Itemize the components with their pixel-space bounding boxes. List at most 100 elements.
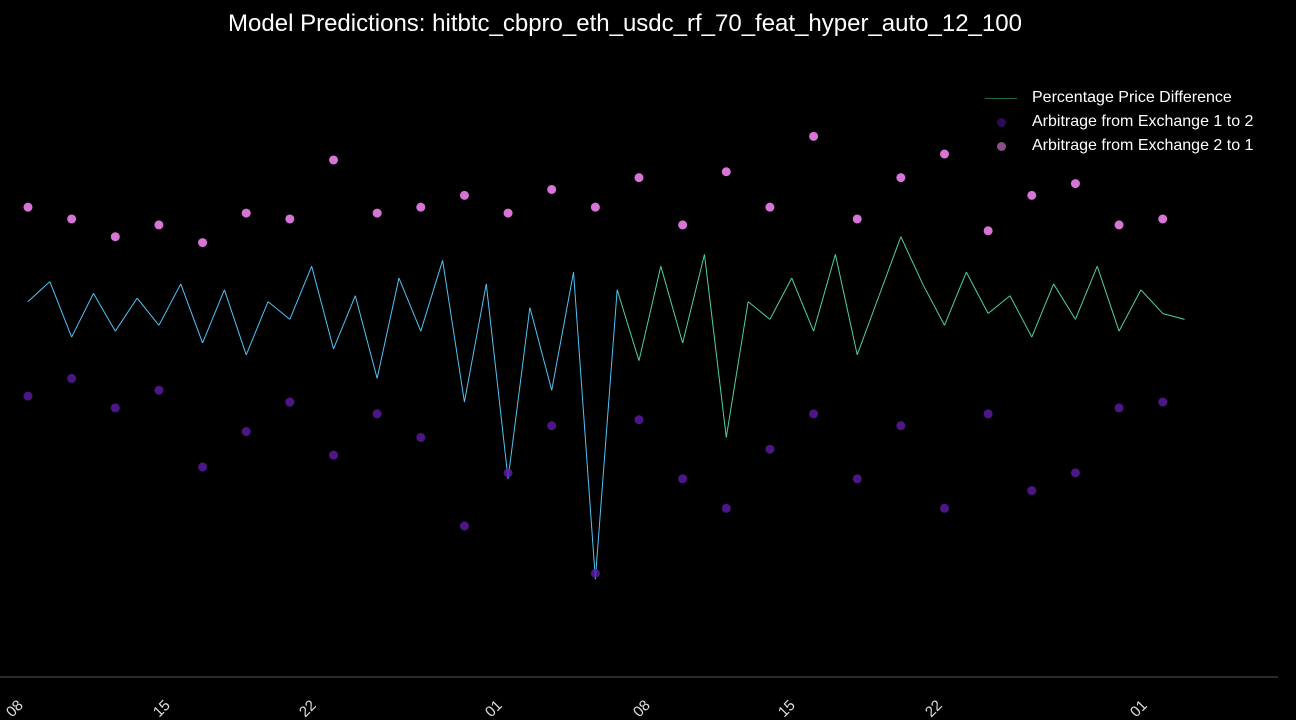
arb-1-to-2-point (154, 385, 164, 395)
price-difference-segment (223, 289, 247, 355)
legend-dot-swatch (984, 117, 1018, 127)
legend-item-price-difference: Percentage Price Difference (984, 86, 1253, 110)
legend-dot-swatch (984, 141, 1018, 151)
legend-item-arb-2-to-1: Arbitrage from Exchange 2 to 1 (984, 134, 1253, 158)
price-difference-segment (1009, 295, 1033, 338)
arb-1-to-2-point (1158, 397, 1168, 407)
arb-2-to-1-point (329, 155, 338, 165)
x-tick-label: 01 (482, 697, 506, 720)
x-tick-label: 01 (1127, 697, 1151, 720)
price-difference-segment (660, 266, 684, 344)
arb-1-to-2-point (459, 521, 469, 531)
price-difference-segment (311, 266, 334, 350)
price-difference-segment (1031, 283, 1055, 338)
arb-1-to-2-point (983, 409, 993, 419)
legend-label: Arbitrage from Exchange 2 to 1 (1032, 137, 1254, 154)
price-difference-segment (1162, 312, 1185, 320)
arb-2-to-1-point (23, 202, 33, 212)
arb-2-to-1-point (285, 214, 295, 224)
arb-2-to-1-point (721, 167, 731, 177)
arb-2-to-1-point (547, 184, 557, 194)
x-tick-label: 22 (296, 697, 320, 720)
arb-1-to-2-point (809, 409, 819, 419)
arb-2-to-1-point (503, 208, 513, 218)
x-tick-label: 15 (150, 697, 174, 720)
arb-2-to-1-point (1158, 214, 1168, 224)
price-difference-segment (594, 289, 618, 580)
price-difference-segment (180, 283, 204, 344)
price-difference-segment (529, 307, 553, 391)
arb-2-to-1-point (372, 208, 382, 218)
price-difference-segment (245, 301, 269, 355)
arb-2-to-1-point (940, 149, 949, 159)
arb-1-to-2-point (940, 503, 949, 513)
arb-1-to-2-point (241, 427, 251, 437)
x-tick-label: 22 (922, 697, 946, 720)
arb-2-to-1-point (110, 232, 120, 242)
price-difference-segment (813, 254, 836, 332)
price-difference-segment (49, 281, 73, 338)
legend-label: Arbitrage from Exchange 1 to 2 (1032, 113, 1254, 130)
price-difference-segment (922, 283, 945, 326)
arb-1-to-2-point (678, 474, 688, 484)
price-difference-segment (944, 271, 967, 326)
arb-1-to-2-point (416, 432, 426, 442)
arb-2-to-1-point (983, 226, 993, 236)
price-difference-segment (1096, 266, 1120, 332)
price-difference-segment (703, 254, 727, 438)
arb-2-to-1-point (154, 220, 164, 230)
price-difference-segment (71, 293, 94, 338)
arb-2-to-1-point (67, 214, 77, 224)
price-difference-segment (398, 277, 422, 332)
x-tick-label: 15 (775, 697, 799, 720)
arb-2-to-1-point (852, 214, 862, 224)
price-difference-segment (333, 295, 356, 350)
arb-1-to-2-point (110, 403, 120, 413)
legend-item-arb-1-to-2: Arbitrage from Exchange 1 to 2 (984, 110, 1253, 134)
price-difference-segment (856, 295, 880, 355)
price-difference-segment (507, 307, 531, 479)
price-difference-segment (725, 301, 749, 438)
price-difference-segment (791, 277, 815, 332)
price-difference-segment (769, 277, 793, 320)
price-difference-segment (900, 236, 924, 285)
price-difference-segment (965, 271, 989, 314)
price-difference-segment (267, 301, 291, 320)
arb-1-to-2-point (329, 450, 338, 460)
arb-2-to-1-point (678, 220, 688, 230)
arb-1-to-2-point (896, 421, 906, 431)
price-difference-segment (987, 295, 1011, 314)
arb-1-to-2-point (721, 503, 731, 513)
price-difference-segment (1118, 289, 1142, 332)
arb-2-to-1-point (634, 173, 644, 183)
price-difference-segment (878, 236, 902, 296)
price-difference-segment (136, 297, 160, 326)
price-difference-segment (442, 260, 465, 403)
price-difference-segment (202, 289, 225, 344)
arb-1-to-2-point (1027, 486, 1037, 496)
arb-1-to-2-point (590, 568, 600, 578)
price-difference-segment (551, 272, 575, 391)
price-difference-segment (834, 254, 858, 355)
arb-2-to-1-point (809, 131, 819, 141)
price-difference-segment (1074, 266, 1098, 320)
arb-2-to-1-point (1027, 190, 1037, 200)
legend-line-swatch (984, 97, 1018, 99)
price-difference-segment (93, 293, 116, 332)
price-difference-segment (485, 283, 509, 479)
legend: Percentage Price Difference Arbitrage fr… (984, 86, 1253, 158)
arb-1-to-2-point (634, 415, 644, 425)
price-difference-segment (1140, 289, 1164, 314)
price-difference-segment (420, 260, 444, 332)
price-difference-segment (747, 301, 771, 320)
arb-2-to-1-point (765, 202, 775, 212)
arb-2-to-1-point (590, 202, 600, 212)
arb-1-to-2-point (765, 444, 775, 454)
price-difference-segment (573, 272, 596, 580)
legend-label: Percentage Price Difference (1032, 89, 1232, 106)
chart-title: Model Predictions: hitbtc_cbpro_eth_usdc… (228, 10, 1022, 37)
price-difference-segment (638, 266, 662, 361)
price-difference-segment (158, 283, 182, 326)
price-difference-segment (376, 277, 400, 379)
x-tick-label: 08 (630, 697, 654, 720)
